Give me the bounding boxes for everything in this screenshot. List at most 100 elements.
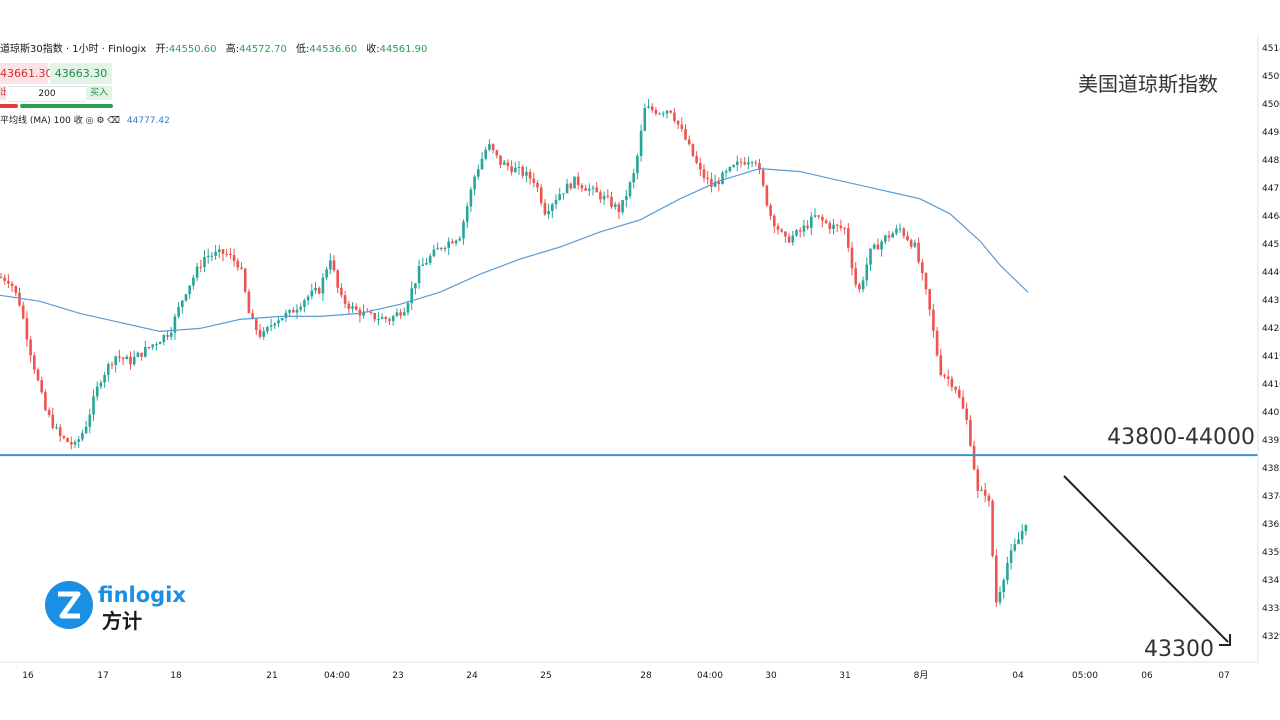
candle-body (961, 397, 965, 409)
candle-body (551, 204, 554, 211)
close-label: 收: (366, 44, 380, 55)
candle-body (773, 215, 776, 227)
candle-body (588, 188, 591, 191)
candle-body (169, 332, 173, 337)
candle-body (732, 165, 735, 167)
forecast-arrow (1063, 475, 1229, 643)
candle-body (347, 303, 351, 309)
candle-body (484, 149, 487, 159)
candle-body (828, 222, 832, 230)
price-tick-label: 4509 (1262, 72, 1280, 82)
candle-body (939, 355, 943, 376)
candle-body (440, 247, 443, 249)
candle-body (18, 292, 21, 306)
buy-ratio-bar (20, 104, 113, 108)
candle-body (806, 225, 809, 228)
candle-body (736, 161, 739, 166)
candle-body (935, 330, 939, 356)
candle-body (835, 224, 839, 226)
candle-body (510, 166, 513, 173)
candle-body (965, 408, 968, 420)
sell-price-button[interactable]: 43661.30 (0, 63, 53, 84)
candle-body (7, 280, 10, 284)
candle-body (195, 266, 199, 278)
candle-body (517, 166, 521, 168)
candle-body (743, 162, 746, 165)
delete-icon[interactable]: ⌫ (107, 116, 121, 126)
price-tick-label: 4419 (1262, 352, 1280, 362)
candle-body (495, 150, 499, 156)
candle-body (669, 110, 672, 113)
gear-icon[interactable]: ⚙ (96, 116, 105, 126)
candle-body (173, 316, 177, 333)
candle-body (776, 226, 780, 230)
candle-body (473, 176, 476, 190)
candle-body (306, 296, 310, 301)
candle-body (147, 347, 151, 349)
candle-body (58, 427, 62, 437)
price-tick-label: 4392 (1262, 436, 1280, 446)
price-tick-label: 4500 (1262, 100, 1280, 110)
candle-body (843, 228, 846, 230)
candle-body (610, 196, 613, 207)
candle-body (1006, 562, 1009, 581)
candle-body (754, 162, 758, 164)
candle-body (850, 247, 854, 269)
price-tick-label: 4491 (1262, 128, 1280, 138)
candle-body (887, 235, 891, 238)
candle-body (1009, 550, 1013, 563)
candle-body (969, 419, 972, 446)
candle-body (88, 414, 92, 427)
candle-body (317, 287, 321, 294)
candle-body (266, 326, 269, 332)
buy-button[interactable]: 买入 (86, 86, 112, 100)
candle-body (329, 260, 332, 270)
candle-body (839, 225, 843, 229)
candle-body (140, 352, 143, 357)
candle-body (184, 294, 188, 301)
candle-body (354, 306, 358, 310)
quantity-input[interactable]: 200 (8, 86, 86, 102)
candle-body (995, 555, 998, 603)
candle-body (699, 162, 702, 170)
time-tick-label: 24 (466, 671, 478, 681)
candle-body (81, 433, 84, 440)
candle-body (14, 286, 18, 293)
candle-body (932, 309, 935, 331)
symbol-header: 道琼斯30指数 · 1小时 · Finlogix 开:44550.60 高:44… (0, 40, 427, 55)
candle-body (280, 318, 284, 321)
candle-body (536, 182, 539, 188)
price-tick-label: 4338 (1262, 604, 1280, 614)
candle-body (399, 312, 402, 316)
candle-body (621, 199, 624, 213)
candle-body (214, 251, 217, 256)
sell-ratio-bar (0, 104, 18, 108)
candle-body (225, 253, 228, 255)
low-value: 44536.60 (309, 44, 358, 55)
candle-body (132, 356, 136, 365)
candle-body (373, 313, 376, 320)
candle-body (1020, 531, 1024, 540)
candle-body (502, 162, 506, 165)
candle-body (403, 312, 406, 316)
candle-body (221, 249, 225, 254)
finlogix-logo-glyph (58, 591, 81, 619)
candle-body (832, 224, 835, 230)
candle-body (909, 240, 913, 247)
buy-price-button[interactable]: 43663.30 (50, 63, 112, 84)
candle-body (717, 181, 721, 185)
sell-button[interactable]: 出 (0, 86, 6, 100)
eye-icon[interactable]: ◎ (85, 116, 94, 126)
candle-body (25, 318, 29, 340)
time-tick-label: 17 (97, 671, 108, 681)
candle-body (310, 290, 314, 297)
candle-body (384, 317, 388, 320)
time-axis: 16 17 18 21 04:00 23 24 25 28 04:00 30 31 8月 04 05:00 0… (22, 670, 1229, 681)
price-tick-label: 4446 (1262, 268, 1280, 278)
candle-body (706, 177, 709, 180)
candle-body (521, 166, 524, 176)
candle-body (813, 215, 817, 217)
candle-body (532, 178, 536, 183)
